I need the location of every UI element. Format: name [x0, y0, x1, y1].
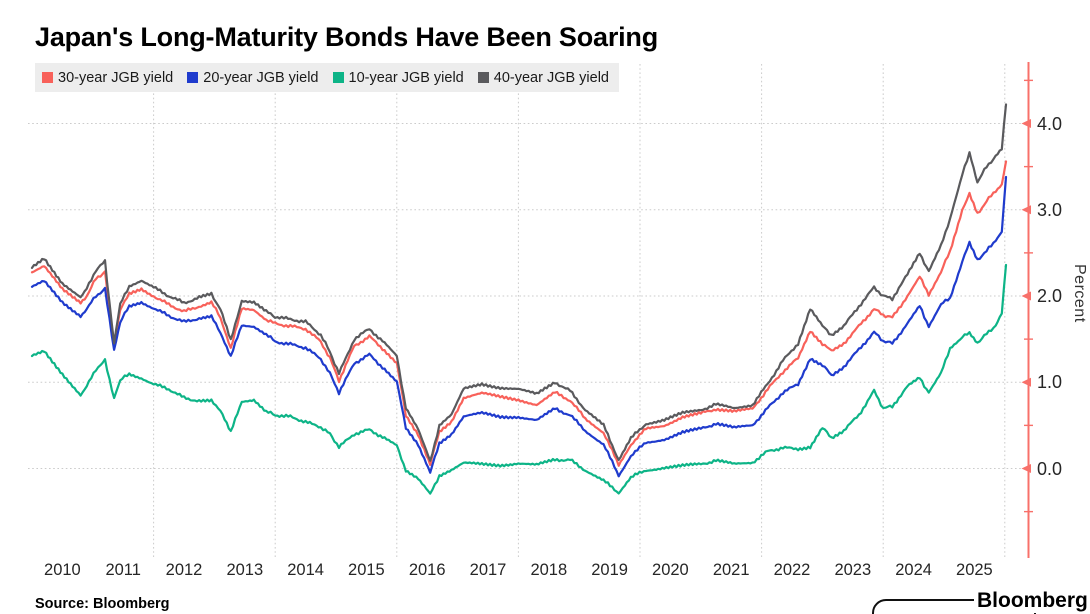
legend-label: 20-year JGB yield — [203, 69, 319, 86]
x-tick-label-2018: 2018 — [530, 561, 568, 579]
y-major-tick-arrow — [1021, 119, 1031, 128]
series-10-year-jgb-yield — [30, 263, 1008, 495]
y-tick-label-2.0: 2.0 — [1037, 286, 1063, 306]
x-tick-label-2010: 2010 — [44, 561, 81, 579]
x-tick-label-2019: 2019 — [591, 561, 628, 579]
x-tick-label-2025: 2025 — [956, 561, 993, 579]
legend-swatch-icon — [187, 72, 199, 83]
x-tick-label-2021: 2021 — [712, 561, 750, 579]
x-tick-label-2015: 2015 — [348, 561, 385, 579]
legend-swatch-icon — [477, 72, 489, 83]
series-20-year-jgb-yield — [30, 175, 1008, 478]
legend-label: 10-year JGB yield — [348, 69, 464, 86]
page-title: Japan's Long-Maturity Bonds Have Been So… — [35, 22, 659, 52]
y-tick-label-4.0: 4.0 — [1037, 113, 1063, 134]
legend-swatch-icon — [42, 72, 53, 83]
yield-series-lines — [30, 103, 1008, 495]
x-tick-label-2024: 2024 — [895, 561, 932, 579]
y-major-tick-arrow — [1021, 291, 1031, 301]
legend-swatch-icon — [332, 72, 344, 83]
gridlines — [28, 64, 1028, 557]
x-tick-label-2022: 2022 — [773, 561, 811, 579]
chart-legend: 30-year JGB yield 20-year JGB yield 10-yea… — [35, 63, 619, 92]
x-tick-label-2023: 2023 — [834, 561, 872, 579]
x-tick-label-2016: 2016 — [408, 561, 446, 579]
x-tick-label-2012: 2012 — [165, 561, 203, 579]
legend-item-30-year-jgb-yield: 30-year JGB yield — [42, 70, 173, 86]
legend-item-10-year-jgb-yield: 10-year JGB yield — [332, 69, 464, 86]
x-tick-label-2017: 2017 — [469, 561, 507, 579]
series-40-year-jgb-yield — [30, 103, 1008, 462]
legend-label: 30-year JGB yield — [58, 69, 174, 86]
legend-item-40-year-jgb-yield: 40-year JGB yield — [477, 69, 609, 86]
source-note: Source: Bloomberg — [35, 596, 170, 612]
bloomberg-watermark: Bloomberg N — [974, 589, 1090, 613]
legend-item-20-year-jgb-yield: 20-year JGB yield — [187, 69, 319, 86]
y-major-tick-arrow — [1021, 464, 1031, 473]
y-tick-label-3.0: 3.0 — [1037, 199, 1063, 220]
x-tick-label-2014: 2014 — [287, 561, 324, 579]
right-y-axis — [1021, 62, 1033, 558]
x-tick-label-2013: 2013 — [226, 561, 264, 579]
y-axis-title: Percent — [1071, 264, 1088, 323]
x-tick-label-2020: 2020 — [652, 561, 689, 579]
legend-label: 40-year JGB yield — [493, 69, 609, 86]
y-major-tick-arrow — [1021, 377, 1031, 387]
x-tick-label-2011: 2011 — [105, 561, 141, 579]
y-tick-label-1.0: 1.0 — [1037, 372, 1063, 393]
y-tick-label-0.0: 0.0 — [1037, 458, 1063, 479]
y-major-tick-arrow — [1021, 205, 1031, 215]
series-30-year-jgb-yield — [30, 160, 1008, 467]
